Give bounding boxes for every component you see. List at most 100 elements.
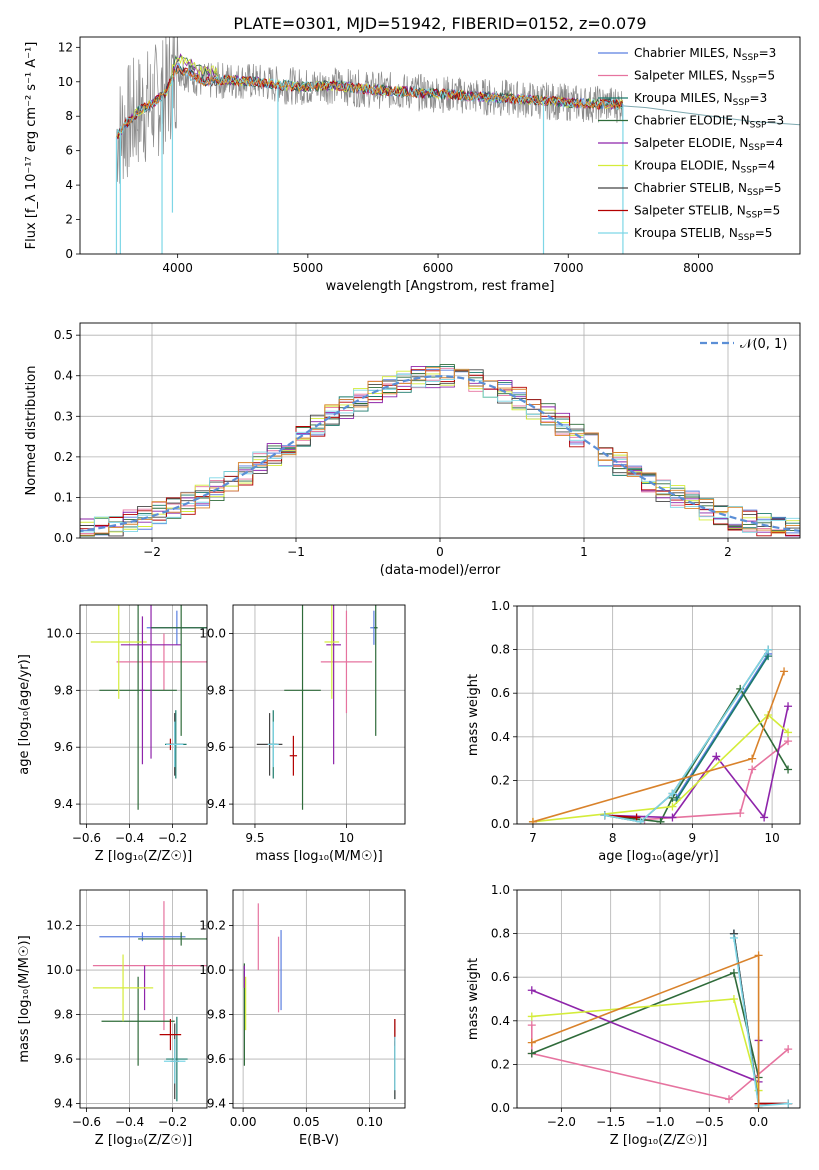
y-tick-label: 9.6	[54, 1052, 73, 1066]
legend-label: 𝒩(0, 1)	[740, 337, 787, 352]
y-tick-label: 0.3	[54, 409, 73, 423]
y-tick-label: 0.0	[54, 531, 73, 545]
errorbars	[92, 901, 207, 1102]
weight-marker	[527, 1038, 536, 1047]
panel-residuals: −2 −1 0 1 2 0.0 0.1 0.2 0.3 0.4 0.5 (data-model)/er…	[24, 322, 801, 578]
x-tick-label: 10	[339, 831, 354, 845]
y-tick-label: 9.6	[207, 740, 226, 754]
y-tick-label: 6	[65, 144, 73, 158]
y-tick-label: 0.8	[491, 927, 510, 941]
weight-line	[531, 989, 760, 1083]
y-tick-label: 0	[65, 247, 73, 261]
weight-marker	[784, 1045, 793, 1054]
y-tick-label: 10.0	[199, 963, 226, 977]
y-axis-label: mass weight	[466, 958, 481, 1040]
weight-marker	[527, 1012, 536, 1021]
legend-label: Kroupa STELIB, NSSP=5	[634, 226, 772, 243]
legend-tail: =3	[759, 46, 777, 60]
x-tick-label: −1.0	[645, 1115, 674, 1129]
data-spectrum	[116, 37, 624, 184]
x-tick-label: −0.6	[72, 1115, 101, 1129]
weight-marker	[712, 752, 721, 761]
weight-marker	[668, 789, 677, 798]
y-tick-label: 4	[65, 178, 73, 192]
weight-marker	[527, 986, 536, 995]
x-tick-label: −0.2	[158, 1115, 187, 1129]
weight-marker	[668, 802, 677, 811]
panel-mass_vs_Z: −0.6 −0.4 −0.2 9.4 9.6 9.8 10.0 10.2 Z [log₁₀(Z/…	[17, 889, 208, 1148]
legend-sub: SSP	[741, 166, 758, 176]
axes-frame	[79, 322, 801, 539]
weight-line	[604, 649, 769, 823]
weight-lines	[527, 929, 793, 1108]
histogram-step	[80, 367, 800, 537]
x-tick-label: −1	[287, 545, 305, 559]
y-tick-label: 0.4	[491, 1014, 510, 1028]
y-tick-label: 0.4	[54, 369, 73, 383]
weight-marker	[632, 813, 641, 822]
x-tick-label: 8	[609, 831, 617, 845]
legend-sub: SSP	[748, 143, 765, 153]
panel-weight_vs_Z: −2.0 −1.5 −1.0 −0.5 0.0 0.0 0.2 0.4 0.6 0.8 1.0 Z […	[466, 883, 801, 1148]
weight-marker	[527, 1021, 536, 1030]
x-axis-label: age [log₁₀(age/yr)]	[598, 849, 719, 864]
weight-marker	[784, 1099, 793, 1108]
weight-marker	[748, 754, 757, 763]
weight-marker	[764, 645, 773, 654]
y-tick-label: 0.4	[491, 730, 510, 744]
x-tick-label: 6000	[423, 261, 454, 275]
y-tick-label: 9.6	[207, 1052, 226, 1066]
weight-line	[604, 687, 789, 823]
weight-marker	[784, 765, 793, 774]
legend-tail: =3	[750, 91, 768, 105]
y-tick-label: 10.2	[46, 919, 73, 933]
x-tick-label: 9	[689, 831, 697, 845]
x-tick-label: 2	[724, 545, 732, 559]
axes-frame	[232, 604, 406, 825]
y-tick-label: 0.6	[491, 686, 510, 700]
data-spectrum-tail	[622, 105, 800, 126]
weight-marker	[748, 765, 757, 774]
x-tick-label: −1.5	[596, 1115, 625, 1129]
weight-line	[644, 740, 789, 821]
legend-sub: SSP	[738, 233, 755, 243]
x-tick-label: 7000	[553, 261, 584, 275]
axes-frame	[516, 605, 801, 825]
weight-line	[531, 998, 760, 1091]
y-tick-label: 0.8	[491, 643, 510, 657]
weight-marker	[729, 968, 738, 977]
y-tick-label: 1.0	[491, 599, 510, 613]
weight-marker	[636, 817, 645, 824]
x-axis-label: Z [log₁₀(Z/Z☉)]	[95, 1133, 192, 1148]
axes-frame	[232, 889, 406, 1109]
x-tick-label: −0.5	[695, 1115, 724, 1129]
errorbars	[256, 605, 378, 810]
normal-curve	[80, 375, 800, 533]
legend-label: Salpeter MILES, NSSP=5	[634, 69, 775, 86]
y-axis-label: mass [log₁₀(M/M☉)]	[17, 935, 32, 1062]
x-tick-label: 0.00	[230, 1115, 257, 1129]
model-spectrum	[116, 54, 624, 139]
y-tick-label: 0.2	[491, 1057, 510, 1071]
y-tick-label: 0.0	[491, 1101, 510, 1115]
y-tick-label: 12	[58, 40, 73, 54]
x-tick-label: 9.5	[245, 831, 264, 845]
spectrum-lines	[115, 37, 800, 254]
x-axis-label: E(B-V)	[299, 1133, 339, 1148]
weight-marker	[784, 702, 793, 711]
x-tick-label: −0.2	[158, 831, 187, 845]
weight-marker	[656, 817, 665, 824]
x-tick-label: −2.0	[547, 1115, 576, 1129]
weight-line	[675, 653, 769, 799]
panel-weight_vs_age: 7 8 9 10 0.0 0.2 0.4 0.6 0.8 1.0 age [log₁₀(age/yr…	[466, 599, 801, 864]
x-tick-label: 7	[529, 831, 537, 845]
weight-marker	[528, 817, 537, 824]
legend-sub: SSP	[742, 53, 759, 63]
x-axis-label: Z [log₁₀(Z/Z☉)]	[610, 1133, 707, 1148]
y-tick-label: 0.1	[54, 490, 73, 504]
panel-age_vs_Z: −0.6 −0.4 −0.2 9.4 9.6 9.8 10.0 Z [log₁₀(Z/Z☉)]…	[17, 604, 208, 864]
x-tick-label: 0.0	[749, 1115, 768, 1129]
y-tick-label: 10.2	[199, 919, 226, 933]
y-tick-label: 0.2	[54, 450, 73, 464]
